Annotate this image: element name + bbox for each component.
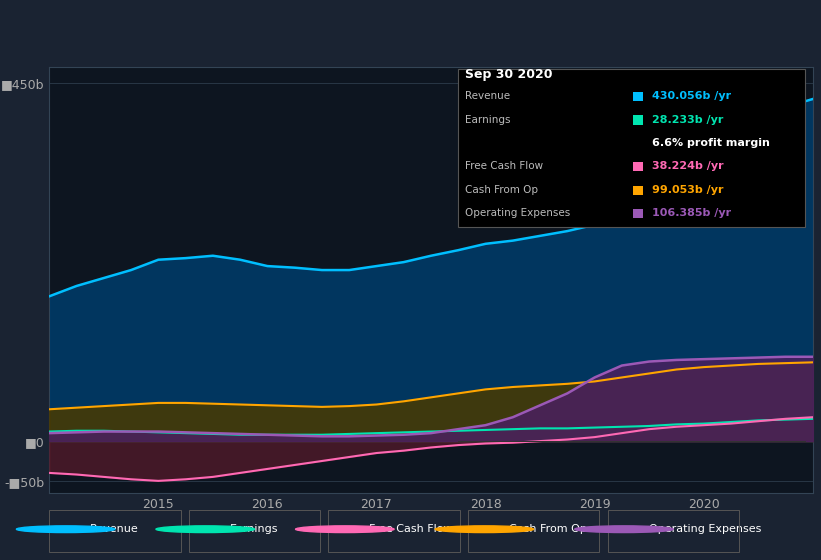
Text: 28.233b /yr: 28.233b /yr: [653, 115, 724, 124]
Circle shape: [435, 526, 534, 533]
Text: Operating Expenses: Operating Expenses: [649, 524, 761, 534]
Text: Revenue: Revenue: [90, 524, 139, 534]
Circle shape: [156, 526, 255, 533]
FancyBboxPatch shape: [633, 92, 643, 101]
Text: 99.053b /yr: 99.053b /yr: [653, 185, 724, 195]
FancyBboxPatch shape: [633, 209, 643, 218]
Text: Revenue: Revenue: [466, 91, 511, 101]
Text: Sep 30 2020: Sep 30 2020: [466, 68, 553, 81]
Text: 6.6% profit margin: 6.6% profit margin: [653, 138, 770, 148]
FancyBboxPatch shape: [633, 115, 643, 125]
Text: Free Cash Flow: Free Cash Flow: [466, 161, 544, 171]
Text: Earnings: Earnings: [466, 115, 511, 124]
Circle shape: [16, 526, 115, 533]
FancyBboxPatch shape: [633, 185, 643, 195]
Text: 38.224b /yr: 38.224b /yr: [653, 161, 724, 171]
FancyBboxPatch shape: [458, 69, 805, 227]
Text: 106.385b /yr: 106.385b /yr: [653, 208, 732, 218]
FancyBboxPatch shape: [633, 162, 643, 171]
Text: 430.056b /yr: 430.056b /yr: [653, 91, 732, 101]
Text: Cash From Op: Cash From Op: [509, 524, 587, 534]
Text: Earnings: Earnings: [230, 524, 278, 534]
Circle shape: [296, 526, 394, 533]
Text: Cash From Op: Cash From Op: [466, 185, 539, 195]
Circle shape: [575, 526, 673, 533]
Text: Operating Expenses: Operating Expenses: [466, 208, 571, 218]
Text: Free Cash Flow: Free Cash Flow: [369, 524, 453, 534]
